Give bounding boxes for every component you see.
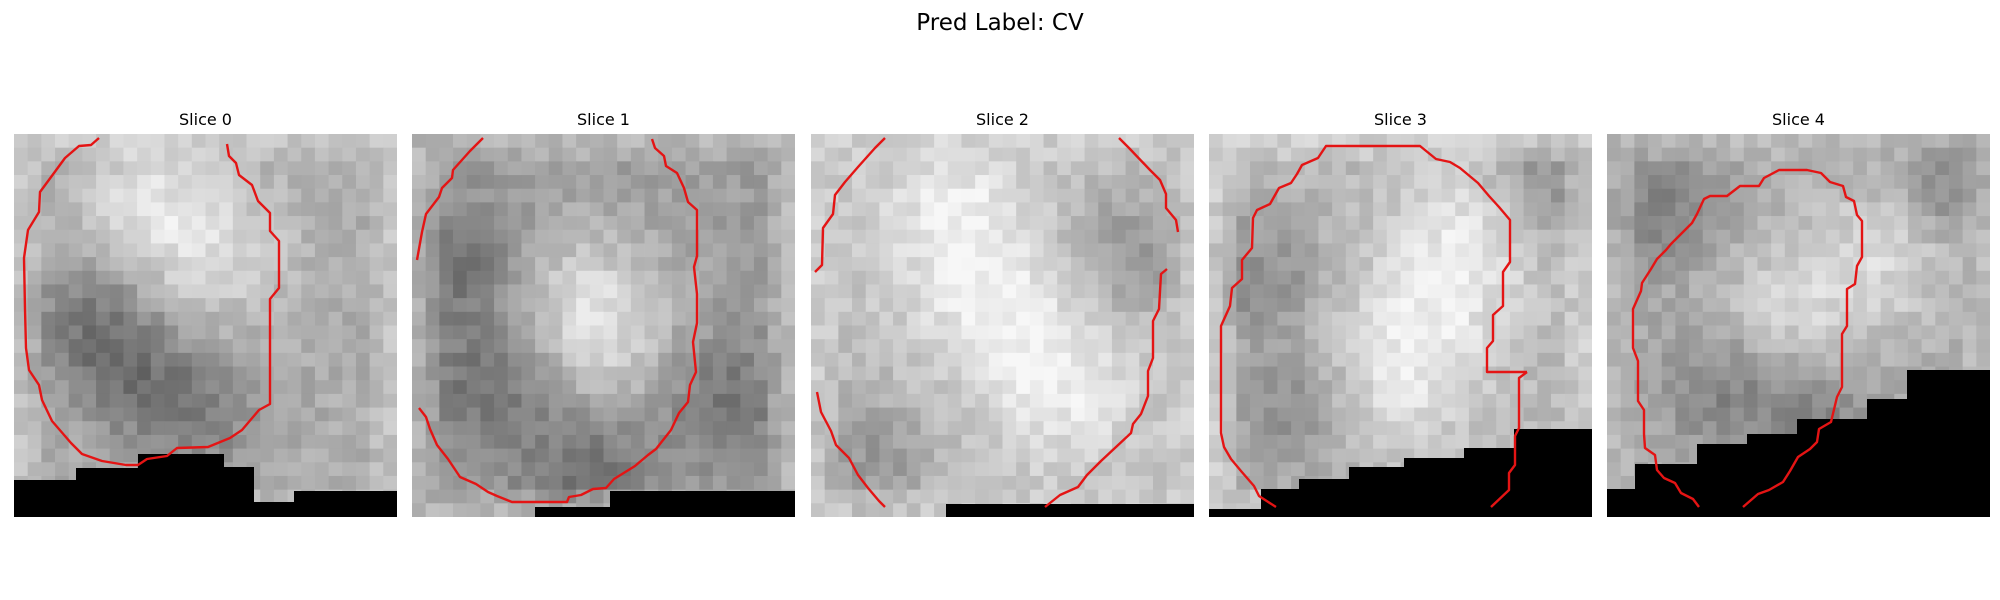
slice-image bbox=[412, 134, 795, 517]
slice-panel: Slice 1 bbox=[412, 108, 795, 528]
panel-title: Slice 0 bbox=[179, 110, 232, 129]
slice-panel: Slice 2 bbox=[811, 108, 1194, 528]
slice-panel: Slice 0 bbox=[14, 108, 397, 528]
slice-panel: Slice 3 bbox=[1209, 108, 1592, 528]
panel-title: Slice 4 bbox=[1772, 110, 1825, 129]
slice-image bbox=[14, 134, 397, 517]
slice-image bbox=[1209, 134, 1592, 517]
slice-image bbox=[811, 134, 1194, 517]
panel-title: Slice 2 bbox=[976, 110, 1029, 129]
figure-title: Pred Label: CV bbox=[916, 10, 1084, 36]
slice-panel: Slice 4 bbox=[1607, 108, 1990, 528]
slice-image bbox=[1607, 134, 1990, 517]
panel-title: Slice 3 bbox=[1374, 110, 1427, 129]
panel-title: Slice 1 bbox=[577, 110, 630, 129]
